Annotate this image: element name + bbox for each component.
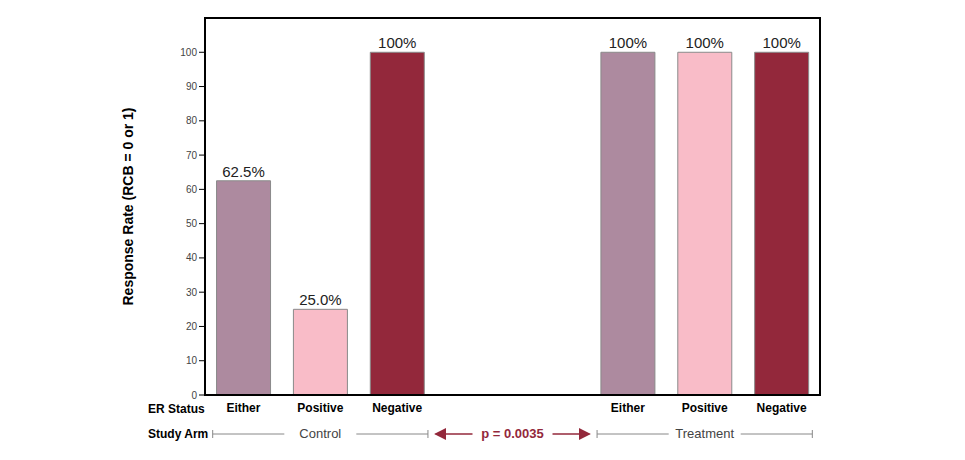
svg-text:Either: Either [226,401,260,415]
svg-text:Negative: Negative [757,401,807,415]
svg-text:40: 40 [186,252,198,263]
svg-text:100%: 100% [609,34,647,51]
svg-text:100%: 100% [378,34,416,51]
svg-text:Negative: Negative [372,401,422,415]
svg-text:70: 70 [186,150,198,161]
svg-text:Positive: Positive [297,401,343,415]
svg-text:100%: 100% [686,34,724,51]
svg-text:Treatment: Treatment [675,426,734,441]
svg-text:62.5%: 62.5% [222,163,265,180]
svg-text:10: 10 [186,355,198,366]
svg-text:90: 90 [186,81,198,92]
svg-text:Study Arm: Study Arm [148,427,208,441]
svg-text:50: 50 [186,218,198,229]
svg-text:Positive: Positive [682,401,728,415]
svg-text:60: 60 [186,184,198,195]
svg-text:0: 0 [191,390,197,401]
svg-text:Control: Control [299,426,341,441]
svg-text:25.0%: 25.0% [299,291,342,308]
svg-text:Response Rate (RCB = 0 or 1): Response Rate (RCB = 0 or 1) [120,108,136,306]
svg-text:ER Status: ER Status [148,402,205,416]
svg-text:100%: 100% [762,34,800,51]
svg-text:20: 20 [186,321,198,332]
svg-text:80: 80 [186,115,198,126]
svg-text:Either: Either [611,401,645,415]
svg-text:30: 30 [186,287,198,298]
svg-text:100: 100 [180,47,197,58]
svg-text:p = 0.0035: p = 0.0035 [481,426,544,441]
